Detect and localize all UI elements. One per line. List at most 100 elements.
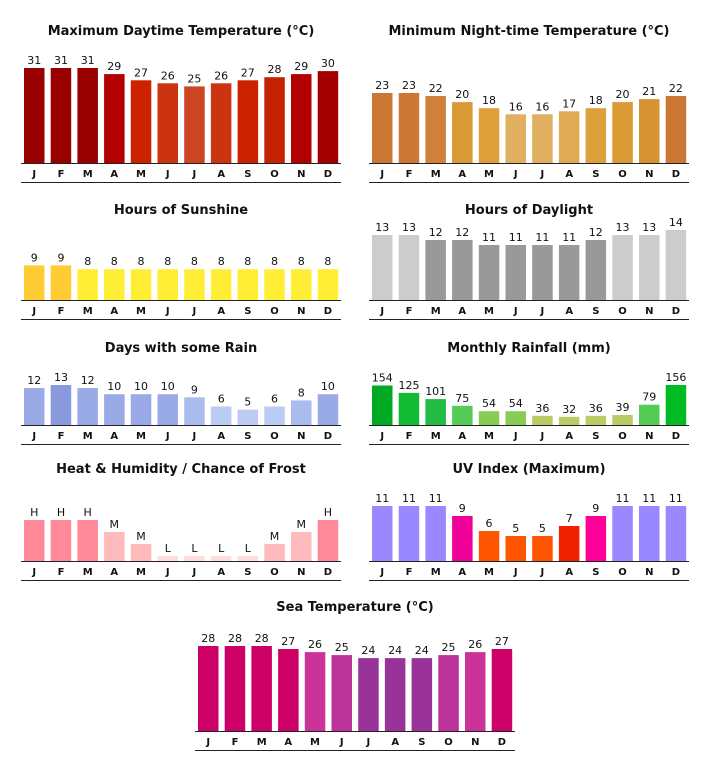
value-label-jul: 36: [535, 402, 549, 415]
month-label-nov: N: [645, 567, 653, 578]
bar-dec: [665, 385, 687, 425]
value-label-sep: 8: [244, 255, 251, 268]
value-label-jan: H: [30, 506, 38, 519]
month-label-oct: O: [270, 306, 279, 317]
month-label-sep: S: [244, 567, 251, 578]
month-label-jul: J: [540, 169, 545, 180]
month-label-nov: N: [471, 737, 479, 748]
bar-mar: [77, 388, 98, 425]
bar-mar: [425, 399, 446, 425]
value-label-jun: 25: [335, 641, 349, 654]
month-label-aug: A: [217, 567, 225, 578]
month-label-feb: F: [58, 169, 65, 180]
month-label-oct: O: [270, 431, 279, 442]
bar-jul: [184, 269, 205, 300]
bar-sep: [585, 516, 607, 561]
month-label-feb: F: [406, 431, 413, 442]
bar-apr: [104, 394, 125, 425]
bar-may: [478, 245, 500, 300]
month-label-mar: M: [257, 737, 267, 748]
bar-jun: [505, 245, 526, 300]
value-label-jun: L: [165, 542, 172, 555]
month-label-nov: N: [645, 306, 653, 317]
bar-jan: [24, 265, 45, 300]
bar-jul: [532, 114, 553, 163]
month-label-mar: M: [83, 169, 93, 180]
chart-plot: 154 J 125 F 101 M 75 A 54 M 54 J 36 J 32 A 36 S 39 O 79 N 156 D: [369, 371, 689, 445]
month-label-may: M: [484, 169, 494, 180]
month-label-sep: S: [592, 169, 599, 180]
month-label-apr: A: [458, 431, 466, 442]
value-label-jun: 54: [509, 397, 523, 410]
month-label-sep: S: [244, 169, 251, 180]
chart-title: Minimum Night-time Temperature (°C): [388, 24, 670, 39]
value-label-oct: 8: [271, 255, 278, 268]
value-label-nov: M: [297, 518, 307, 531]
month-label-mar: M: [431, 567, 441, 578]
bar-jul: [532, 245, 553, 300]
month-label-may: M: [136, 306, 146, 317]
value-label-jun: 16: [509, 100, 523, 113]
bar-jan: [24, 388, 45, 425]
value-label-nov: 21: [642, 85, 656, 98]
month-label-sep: S: [592, 306, 599, 317]
chart-plot: 12 J 13 F 12 M 10 A 10 M 10 J 9 J 6 A 5 S 6 O 8 N 10 D: [21, 371, 341, 445]
month-label-may: M: [484, 306, 494, 317]
bar-jan: [372, 93, 393, 163]
month-label-aug: A: [217, 431, 225, 442]
min-night-temp-chart: Minimum Night-time Temperature (°C) 23 J 2…: [369, 24, 689, 194]
month-label-feb: F: [58, 306, 65, 317]
value-label-feb: 125: [399, 379, 420, 392]
monthly-rainfall-chart: Monthly Rainfall (mm) 154 J 125 F 101 M 75 A 54 M…: [369, 341, 689, 511]
bar-may: [130, 80, 152, 163]
value-label-sep: 5: [244, 396, 251, 409]
heat-humidity-chart: Heat & Humidity / Chance of Frost H J H F H M…: [21, 462, 341, 632]
value-label-mar: H: [84, 506, 92, 519]
bar-may: [304, 652, 326, 731]
value-label-feb: 13: [54, 371, 68, 384]
month-label-may: M: [310, 737, 320, 748]
bar-jun: [157, 394, 178, 425]
month-label-dec: D: [672, 567, 680, 578]
value-label-nov: 8: [298, 255, 305, 268]
bar-oct: [264, 269, 285, 300]
month-label-jan: J: [31, 306, 36, 317]
month-label-mar: M: [431, 306, 441, 317]
bar-jul: [184, 397, 205, 425]
bar-oct: [612, 415, 633, 425]
value-label-jun: 8: [164, 255, 171, 268]
bar-jun: [157, 269, 178, 300]
month-label-feb: F: [58, 431, 65, 442]
month-label-nov: N: [645, 169, 653, 180]
bar-mar: [425, 506, 446, 561]
value-label-jan: 12: [27, 374, 41, 387]
month-label-mar: M: [431, 431, 441, 442]
bar-jul: [358, 658, 379, 731]
month-label-jun: J: [165, 567, 170, 578]
chart-plot: 31 J 31 F 31 M 29 A 27 M 26 J 25 J 26 A 27 S 28 O 29 N 30 D: [21, 54, 341, 183]
bar-may: [478, 411, 500, 425]
month-label-apr: A: [110, 306, 118, 317]
value-label-nov: 11: [642, 492, 656, 505]
month-label-oct: O: [618, 306, 627, 317]
value-label-feb: 13: [402, 221, 416, 234]
chart-plot: 28 J 28 F 28 M 27 A 26 M 25 J 24 J 24 A 24 S 25 O 26 N 27 D: [195, 632, 515, 751]
month-label-aug: A: [565, 306, 573, 317]
value-label-dec: 11: [669, 492, 683, 505]
value-label-apr: 9: [459, 502, 466, 515]
month-label-sep: S: [244, 306, 251, 317]
value-label-may: 18: [482, 94, 496, 107]
month-label-feb: F: [58, 567, 65, 578]
value-label-may: 54: [482, 397, 496, 410]
month-label-jul: J: [192, 169, 197, 180]
value-label-oct: 25: [442, 641, 456, 654]
bar-jun: [505, 536, 526, 561]
bar-feb: [398, 392, 420, 425]
bar-aug: [558, 416, 580, 425]
value-label-jul: 5: [539, 522, 546, 535]
bar-feb: [398, 93, 420, 163]
month-label-oct: O: [618, 567, 627, 578]
month-label-apr: A: [110, 567, 118, 578]
sea-temperature-chart: Sea Temperature (°C) 28 J 28 F 28 M 27 A 26 M 25 J 2…: [195, 600, 515, 770]
uv-index-chart: UV Index (Maximum) 11 J 11 F 11 M 9 A 6 M 5 J 5 J 7 A 9 S…: [369, 462, 689, 632]
